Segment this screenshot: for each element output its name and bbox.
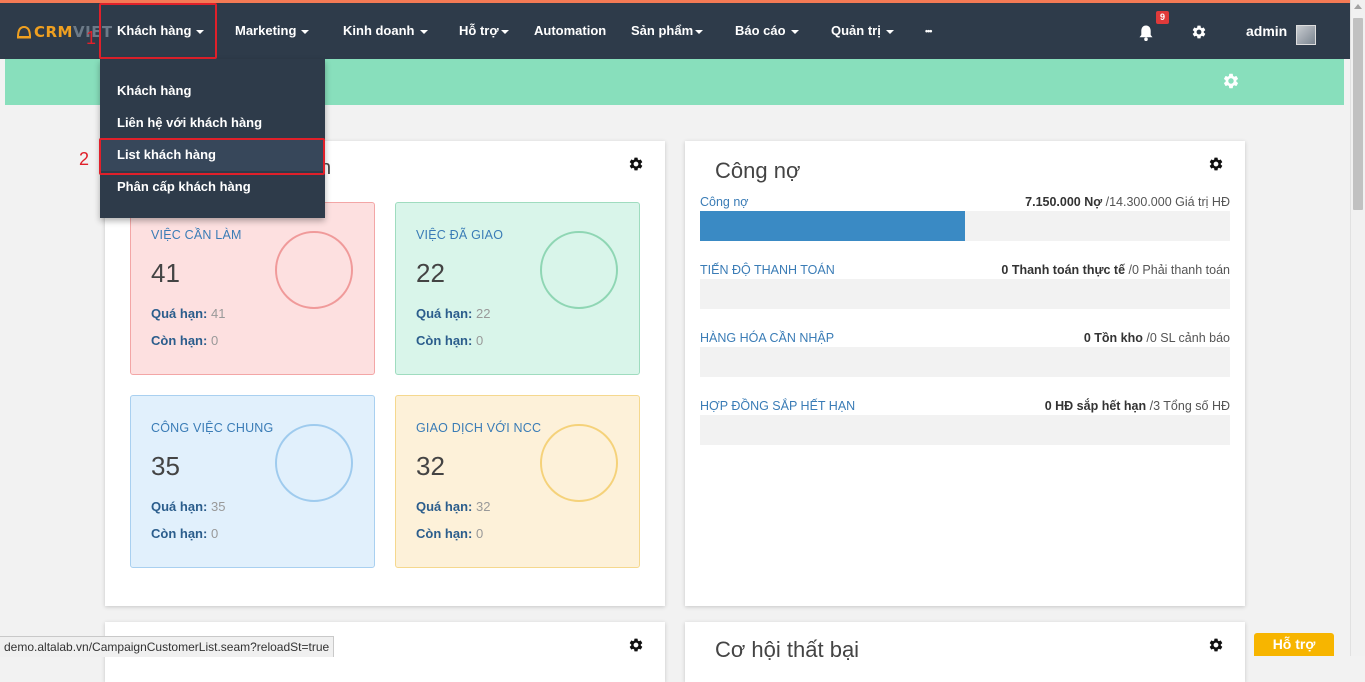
debt-row-value: 0 Thanh toán thực tế /0 Phải thanh toán xyxy=(1001,263,1230,277)
chevron-down-icon xyxy=(196,29,205,34)
debt-row-label[interactable]: Công nợ xyxy=(700,195,749,209)
vertical-scrollbar[interactable] xyxy=(1350,0,1365,656)
nav-marketing[interactable]: Marketing xyxy=(235,3,310,59)
highlight-box-nav xyxy=(99,3,217,59)
card-ring xyxy=(275,424,353,502)
debt-panel-title: Công nợ xyxy=(715,158,801,183)
card-ring xyxy=(540,231,618,309)
dropdown-item-lien-he[interactable]: Liên hệ với khách hàng xyxy=(117,115,263,130)
settings-gear-icon[interactable] xyxy=(1222,72,1240,93)
logo-text: CRMVIET xyxy=(34,23,113,41)
nav-quan-tri[interactable]: Quản trị xyxy=(831,3,894,59)
progress-track xyxy=(700,211,1230,241)
scroll-up-arrow-icon[interactable] xyxy=(1354,4,1362,9)
nav-kinh-doanh[interactable]: Kinh doanh xyxy=(343,3,428,59)
progress-track xyxy=(700,415,1230,445)
card-overdue: Quá hạn: 22 xyxy=(416,306,491,321)
card-ring xyxy=(275,231,353,309)
highlight-box-dropdown-item xyxy=(99,138,325,175)
settings-gear-icon[interactable] xyxy=(1208,637,1224,656)
nav-automation[interactable]: Automation xyxy=(534,23,607,38)
card-remaining: Còn hạn: 0 xyxy=(151,526,219,541)
debt-row-value: 0 HĐ sắp hết hạn /3 Tổng số HĐ xyxy=(1044,399,1230,413)
logo-icon xyxy=(16,25,32,39)
task-card-giao-dich-ncc[interactable]: GIAO DỊCH VỚI NCC 32 Quá hạn: 32 Còn hạn… xyxy=(395,395,640,568)
card-title: CÔNG VIỆC CHUNG xyxy=(151,421,274,435)
card-title: VIỆC CẦN LÀM xyxy=(151,228,242,242)
task-card-viec-da-giao[interactable]: VIỆC ĐÃ GIAO 22 Quá hạn: 22 Còn hạn: 0 xyxy=(395,202,640,375)
card-ring xyxy=(540,424,618,502)
nav-khach-hang[interactable]: Khách hàng xyxy=(117,3,205,59)
chevron-down-icon xyxy=(695,29,704,34)
chevron-down-icon xyxy=(419,29,428,34)
task-panel-title: n xyxy=(320,157,332,179)
nav-more[interactable]: ••• xyxy=(925,26,933,36)
step-label-1: 1 xyxy=(86,28,97,48)
progress-track xyxy=(700,279,1230,309)
top-navbar: CRMVIET Khách hàng Marketing Kinh doanh … xyxy=(0,3,1350,59)
debt-row-value: 0 Tồn kho /0 SL cảnh báo xyxy=(1083,331,1230,345)
lower-right-panel-title: Cơ hội thất bại xyxy=(715,637,860,662)
nav-bao-cao[interactable]: Báo cáo xyxy=(735,3,799,59)
lower-right-panel: Cơ hội thất bại xyxy=(685,622,1245,682)
chevron-down-icon xyxy=(500,29,509,34)
card-count: 35 xyxy=(151,451,180,481)
task-panel: n VIỆC CẦN LÀM 41 Quá hạn: 41 Còn hạn: 0… xyxy=(105,141,665,606)
debt-row-value: 7.150.000 Nợ /14.300.000 Giá trị HĐ xyxy=(1025,195,1230,209)
card-remaining: Còn hạn: 0 xyxy=(416,333,484,348)
debt-row-label[interactable]: HÀNG HÓA CẦN NHẬP xyxy=(700,331,835,345)
status-bar-url: demo.altalab.vn/CampaignCustomerList.sea… xyxy=(0,636,335,657)
card-remaining: Còn hạn: 0 xyxy=(416,526,484,541)
progress-track xyxy=(700,347,1230,377)
chevron-down-icon xyxy=(885,29,894,34)
notification-count-badge: 9 xyxy=(1156,11,1169,24)
settings-gear-icon[interactable] xyxy=(628,156,644,175)
card-overdue: Quá hạn: 41 xyxy=(151,306,226,321)
settings-gear-icon[interactable] xyxy=(1191,24,1207,43)
task-card-viec-can-lam[interactable]: VIỆC CẦN LÀM 41 Quá hạn: 41 Còn hạn: 0 xyxy=(130,202,375,375)
nav-ho-tro[interactable]: Hỗ trợ xyxy=(459,3,509,59)
card-remaining: Còn hạn: 0 xyxy=(151,333,219,348)
debt-panel: Công nợ Công nợ 7.150.000 Nợ /14.300.000… xyxy=(685,141,1245,606)
card-overdue: Quá hạn: 32 xyxy=(416,499,491,514)
card-count: 32 xyxy=(416,451,445,481)
avatar[interactable] xyxy=(1296,25,1316,45)
dropdown-hover-highlight xyxy=(100,139,325,171)
user-name[interactable]: admin xyxy=(1246,23,1288,39)
scrollbar-thumb[interactable] xyxy=(1353,18,1363,210)
card-count: 41 xyxy=(151,258,180,288)
dropdown-item-phan-cap[interactable]: Phân cấp khách hàng xyxy=(117,179,251,194)
app-logo[interactable]: CRMVIET xyxy=(16,22,113,42)
card-title: VIỆC ĐÃ GIAO xyxy=(416,228,504,242)
debt-row-label[interactable]: HỢP ĐỒNG SẮP HẾT HẠN xyxy=(700,399,856,413)
card-count: 22 xyxy=(416,258,445,288)
dropdown-item-list-khach-hang[interactable]: List khách hàng xyxy=(117,147,216,162)
card-overdue: Quá hạn: 35 xyxy=(151,499,226,514)
chevron-down-icon xyxy=(790,29,799,34)
settings-gear-icon[interactable] xyxy=(1208,156,1224,175)
step-label-2: 2 xyxy=(79,149,90,169)
help-button[interactable]: Hỗ trợ xyxy=(1254,633,1334,656)
dropdown-item-khach-hang[interactable]: Khách hàng xyxy=(117,83,192,98)
debt-row-label[interactable]: TIẾN ĐỘ THANH TOÁN xyxy=(700,263,835,277)
notification-bell-icon[interactable] xyxy=(1137,24,1155,45)
progress-fill xyxy=(700,211,965,241)
settings-gear-icon[interactable] xyxy=(628,637,644,656)
nav-san-pham[interactable]: Sản phẩm xyxy=(631,3,704,59)
card-title: GIAO DỊCH VỚI NCC xyxy=(416,421,542,435)
task-card-cong-viec-chung[interactable]: CÔNG VIỆC CHUNG 35 Quá hạn: 35 Còn hạn: … xyxy=(130,395,375,568)
top-accent-line xyxy=(0,0,1350,3)
chevron-down-icon xyxy=(301,29,310,34)
